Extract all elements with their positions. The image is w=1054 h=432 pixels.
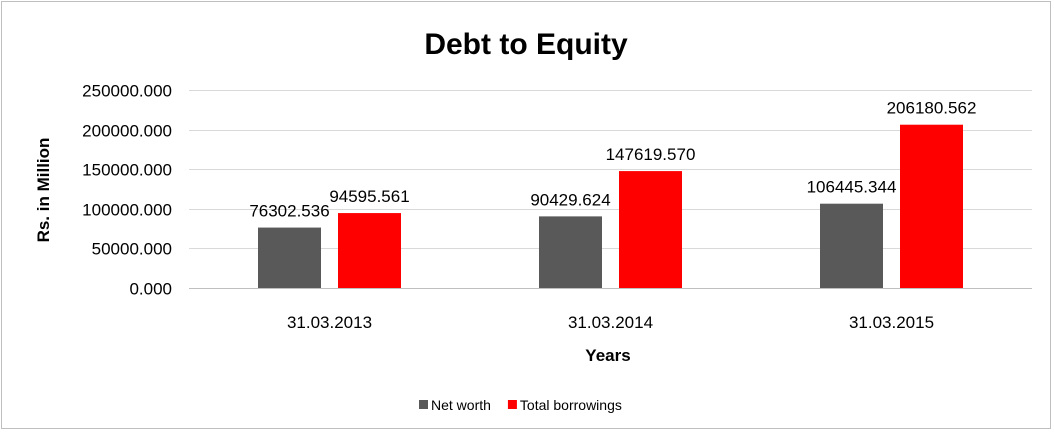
legend-label: Total borrowings xyxy=(520,397,622,413)
x-axis-title: Years xyxy=(585,346,630,365)
data-label: 76302.536 xyxy=(249,202,329,221)
bar xyxy=(338,213,401,288)
bar xyxy=(539,216,602,288)
bar xyxy=(820,203,883,288)
y-tick-label: 0.000 xyxy=(129,280,172,299)
x-category-label: 31.03.2015 xyxy=(849,313,934,332)
legend: Net worth Total borrowings xyxy=(419,397,622,413)
bar xyxy=(258,227,321,288)
bar xyxy=(900,124,963,289)
y-tick-label: 100000.000 xyxy=(82,201,172,220)
bar xyxy=(619,171,682,288)
data-label: 147619.570 xyxy=(606,145,696,164)
legend-swatch xyxy=(419,400,428,409)
y-tick-label: 50000.000 xyxy=(92,240,172,259)
data-label: 106445.344 xyxy=(807,178,897,197)
data-label: 94595.561 xyxy=(329,187,409,206)
bars xyxy=(258,124,963,289)
y-axis-title: Rs. in Million xyxy=(34,138,53,243)
y-tick-label: 250000.000 xyxy=(82,82,172,101)
data-label: 90429.624 xyxy=(530,190,610,209)
legend-label: Net worth xyxy=(431,397,491,413)
y-tick-label: 150000.000 xyxy=(82,161,172,180)
x-category-label: 31.03.2013 xyxy=(287,313,372,332)
gridlines xyxy=(189,90,1032,289)
y-tick-label: 200000.000 xyxy=(82,122,172,141)
x-axis-categories: 31.03.2013 31.03.2014 31.03.2015 xyxy=(287,313,934,332)
chart-title: Debt to Equity xyxy=(424,28,628,61)
y-axis-ticks: 0.000 50000.000 100000.000 150000.000 200000… xyxy=(82,82,172,299)
legend-swatch xyxy=(507,400,517,409)
x-category-label: 31.03.2014 xyxy=(568,313,653,332)
data-label: 206180.562 xyxy=(887,99,977,118)
